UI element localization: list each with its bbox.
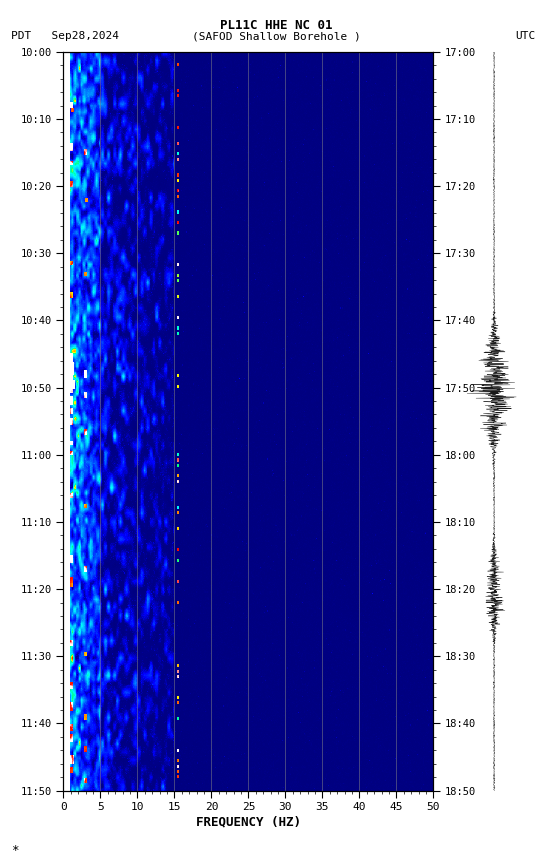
Text: PL11C HHE NC 01: PL11C HHE NC 01 <box>220 19 332 32</box>
Text: UTC: UTC <box>515 31 535 41</box>
Text: (SAFOD Shallow Borehole ): (SAFOD Shallow Borehole ) <box>192 31 360 41</box>
Text: *: * <box>11 843 19 856</box>
X-axis label: FREQUENCY (HZ): FREQUENCY (HZ) <box>196 815 301 828</box>
Text: PDT   Sep28,2024: PDT Sep28,2024 <box>11 31 119 41</box>
